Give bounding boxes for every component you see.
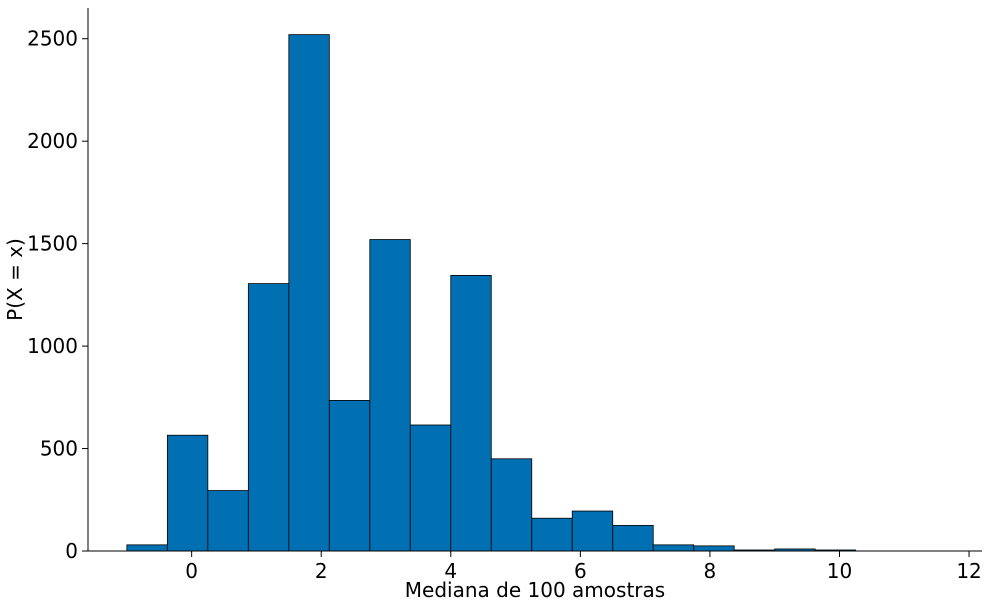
y-ticks: 0 500 1000 1500 2000 2500	[27, 27, 88, 563]
histogram-bar	[531, 517, 573, 552]
x-axis-label: Mediana de 100 amostras	[405, 578, 665, 602]
bars-layer	[126, 34, 857, 552]
histogram-bar	[369, 239, 411, 552]
histogram-bar	[612, 524, 654, 552]
histogram-bar	[166, 434, 209, 552]
x-tick-label: 0	[185, 559, 198, 583]
y-axis-label: P(X = x)	[3, 238, 27, 321]
x-tick-label: 6	[574, 559, 587, 583]
y-tick-label: 500	[40, 437, 78, 461]
histogram-bar	[450, 275, 492, 552]
y-tick-label: 1000	[27, 334, 78, 358]
histogram-bar	[571, 510, 614, 552]
histogram-bar	[652, 544, 695, 552]
y-tick-label: 0	[65, 539, 78, 563]
axes-layer	[87, 8, 982, 552]
y-tick-label: 1500	[27, 232, 78, 256]
y-tick-label: 2000	[27, 129, 78, 153]
y-tick-label: 2500	[27, 27, 78, 51]
x-tick-label: 8	[704, 559, 717, 583]
x-tick-label: 4	[444, 559, 457, 583]
histogram-bar	[207, 490, 249, 552]
x-ticks: 0 2 4 6 8 10 12	[185, 551, 982, 583]
x-tick-label: 12	[956, 559, 981, 583]
histogram-bar	[409, 424, 452, 552]
histogram-bar	[693, 545, 735, 552]
histogram-bar	[247, 283, 290, 552]
histogram-bar	[126, 544, 168, 552]
x-tick-label: 2	[315, 559, 328, 583]
histogram-bar	[288, 34, 330, 552]
histogram-bar	[328, 399, 371, 552]
x-tick-label: 10	[827, 559, 852, 583]
histogram-bar	[490, 458, 533, 552]
